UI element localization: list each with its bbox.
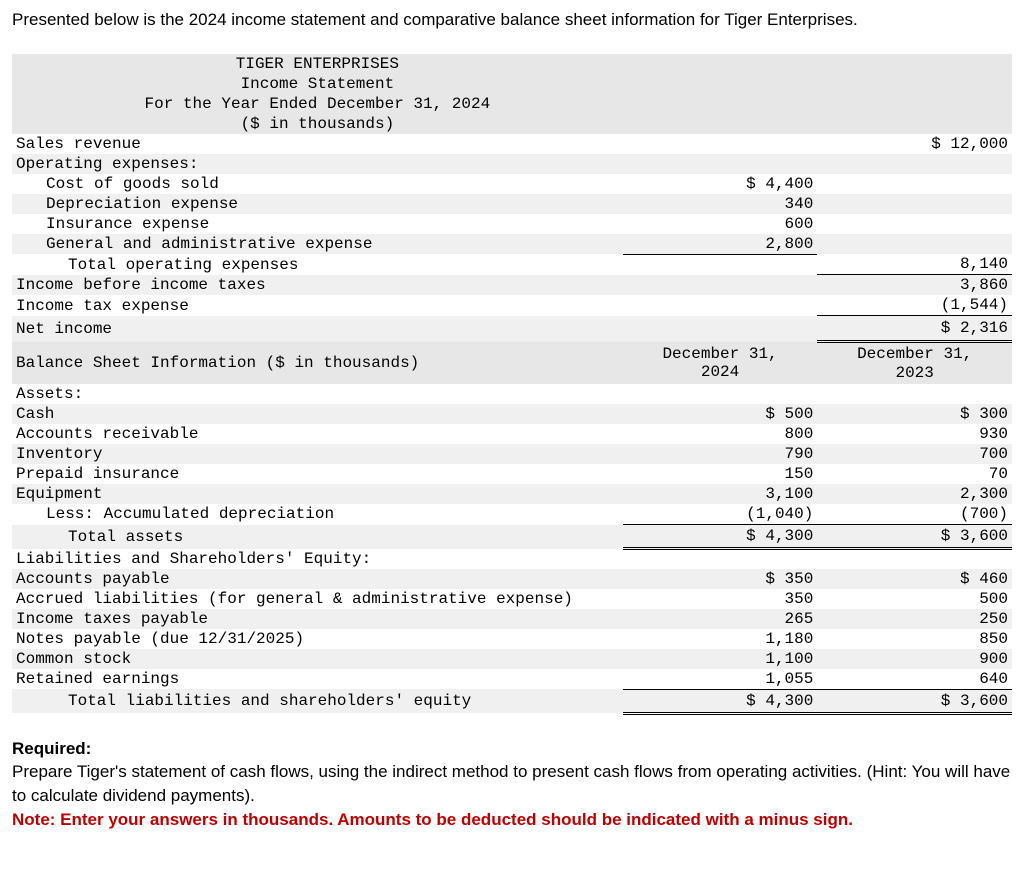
row-dep-label: Depreciation expense bbox=[12, 194, 623, 214]
row-cogs-value: $ 4,400 bbox=[623, 174, 818, 194]
row-net-label: Net income bbox=[12, 316, 623, 342]
row-tax-value: (1,544) bbox=[817, 295, 1012, 316]
required-body: Prepare Tiger's statement of cash flows,… bbox=[12, 760, 1012, 808]
row-equip-23: 2,300 bbox=[817, 484, 1012, 504]
row-pretax-value: 3,860 bbox=[817, 275, 1012, 296]
row-common-24: 1,100 bbox=[623, 649, 818, 669]
row-accrued-24: 350 bbox=[623, 589, 818, 609]
financial-statements-table: TIGER ENTERPRISES Income Statement For t… bbox=[12, 54, 1012, 715]
row-ar-24: 800 bbox=[623, 424, 818, 444]
row-re-label: Retained earnings bbox=[12, 669, 623, 690]
intro-text: Presented below is the 2024 income state… bbox=[12, 8, 1012, 32]
required-section: Required: Prepare Tiger's statement of c… bbox=[12, 737, 1012, 832]
row-accrued-label: Accrued liabilities (for general & admin… bbox=[12, 589, 623, 609]
row-notes-24: 1,180 bbox=[623, 629, 818, 649]
row-totalle-24: $ 4,300 bbox=[623, 689, 818, 713]
row-equip-24: 3,100 bbox=[623, 484, 818, 504]
row-taxpay-24: 265 bbox=[623, 609, 818, 629]
row-re-24: 1,055 bbox=[623, 669, 818, 690]
row-ga-value: 2,800 bbox=[623, 234, 818, 255]
bs-header-col2: December 31,2023 bbox=[817, 342, 1012, 384]
row-common-23: 900 bbox=[817, 649, 1012, 669]
row-taxpay-label: Income taxes payable bbox=[12, 609, 623, 629]
row-sales-revenue-label: Sales revenue bbox=[12, 134, 623, 154]
row-cash-24: $ 500 bbox=[623, 404, 818, 424]
row-totalassets-24: $ 4,300 bbox=[623, 525, 818, 549]
row-inv-24: 790 bbox=[623, 444, 818, 464]
row-ap-23: $ 460 bbox=[817, 569, 1012, 589]
row-accrued-23: 500 bbox=[817, 589, 1012, 609]
row-totalassets-label: Total assets bbox=[12, 525, 623, 549]
row-pretax-label: Income before income taxes bbox=[12, 275, 623, 296]
row-totalle-label: Total liabilities and shareholders' equi… bbox=[12, 689, 623, 713]
row-tax-label: Income tax expense bbox=[12, 295, 623, 316]
header-period: For the Year Ended December 31, 2024 bbox=[12, 94, 623, 114]
row-accdep-23: (700) bbox=[817, 504, 1012, 525]
row-equip-label: Equipment bbox=[12, 484, 623, 504]
row-notes-23: 850 bbox=[817, 629, 1012, 649]
row-accdep-label: Less: Accumulated depreciation bbox=[12, 504, 623, 525]
row-inv-23: 700 bbox=[817, 444, 1012, 464]
row-assets-label: Assets: bbox=[12, 384, 623, 404]
row-ap-label: Accounts payable bbox=[12, 569, 623, 589]
row-common-label: Common stock bbox=[12, 649, 623, 669]
row-dep-value: 340 bbox=[623, 194, 818, 214]
required-heading: Required: bbox=[12, 737, 1012, 761]
row-prepaid-24: 150 bbox=[623, 464, 818, 484]
row-taxpay-23: 250 bbox=[817, 609, 1012, 629]
row-net-value: $ 2,316 bbox=[817, 316, 1012, 342]
header-company: TIGER ENTERPRISES bbox=[12, 54, 623, 74]
row-ap-24: $ 350 bbox=[623, 569, 818, 589]
row-notes-label: Notes payable (due 12/31/2025) bbox=[12, 629, 623, 649]
required-note: Note: Enter your answers in thousands. A… bbox=[12, 808, 1012, 832]
row-totalop-label: Total operating expenses bbox=[12, 254, 623, 275]
row-cogs-label: Cost of goods sold bbox=[12, 174, 623, 194]
row-sales-revenue-value: $ 12,000 bbox=[817, 134, 1012, 154]
row-inv-label: Inventory bbox=[12, 444, 623, 464]
row-cash-23: $ 300 bbox=[817, 404, 1012, 424]
header-title: Income Statement bbox=[12, 74, 623, 94]
row-re-23: 640 bbox=[817, 669, 1012, 690]
row-ins-label: Insurance expense bbox=[12, 214, 623, 234]
row-totalassets-23: $ 3,600 bbox=[817, 525, 1012, 549]
row-opexp-label: Operating expenses: bbox=[12, 154, 623, 174]
row-totalle-23: $ 3,600 bbox=[817, 689, 1012, 713]
header-units: ($ in thousands) bbox=[12, 114, 623, 134]
row-ar-label: Accounts receivable bbox=[12, 424, 623, 444]
row-ins-value: 600 bbox=[623, 214, 818, 234]
row-ar-23: 930 bbox=[817, 424, 1012, 444]
row-prepaid-label: Prepaid insurance bbox=[12, 464, 623, 484]
row-totalop-value: 8,140 bbox=[817, 254, 1012, 275]
row-cash-label: Cash bbox=[12, 404, 623, 424]
row-ga-label: General and administrative expense bbox=[12, 234, 623, 255]
bs-header-label: Balance Sheet Information ($ in thousand… bbox=[12, 342, 623, 384]
row-liab-label: Liabilities and Shareholders' Equity: bbox=[12, 549, 623, 569]
bs-header-col1: December 31,2024 bbox=[623, 342, 818, 384]
row-accdep-24: (1,040) bbox=[623, 504, 818, 525]
row-prepaid-23: 70 bbox=[817, 464, 1012, 484]
